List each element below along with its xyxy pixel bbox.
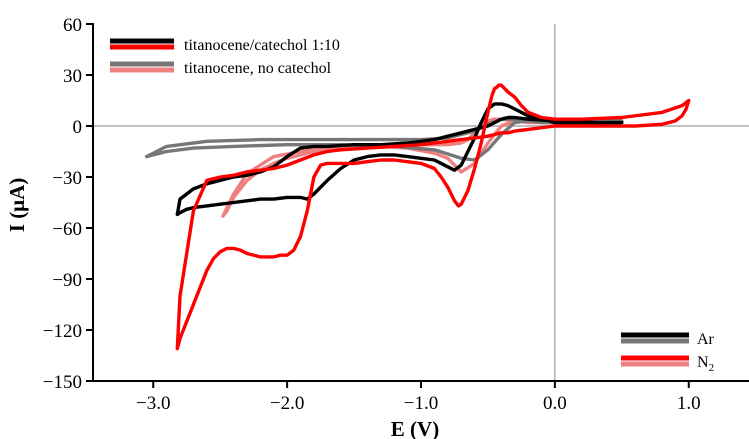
legend-swatch-top-1 [110,38,174,50]
x-tick-label: −3.0 [136,393,170,414]
series-layer [144,83,691,351]
legend-top: titanocene/catechol 1:10 titanocene, no c… [110,37,340,77]
ticks-layer: −150 −120 −90 −60 −30 0 30 60 −3.0 −2.0 −1.0 0.0 1.0 [43,15,701,414]
legend-label-top-2: titanocene, no catechol [184,60,332,77]
y-tick-label: −120 [43,321,82,342]
legend-swatch-bottom-1 [621,332,689,344]
y-tick-label: 30 [63,66,82,87]
x-tick-label: −1.0 [404,393,438,414]
y-tick-label: −90 [52,270,82,291]
series-line-3 [175,102,624,217]
legend-label-top-1: titanocene/catechol 1:10 [184,37,340,54]
y-tick-label: −150 [43,372,82,393]
x-tick-label: 0.0 [543,393,567,414]
reference-lines [93,24,749,381]
legend-bottom: Ar N2 [621,331,715,374]
series-line-4 [175,83,691,351]
legend-swatch-top-2 [110,61,174,73]
y-axis-title: I (μA) [5,178,29,232]
y-tick-label: −60 [52,219,82,240]
y-tick-label: 60 [63,15,82,36]
legend-label-bottom-1: Ar [697,331,715,348]
legend-label-bottom-2: N2 [697,354,714,374]
legend-swatch-bottom-2 [621,355,689,367]
y-tick-label: 0 [73,117,83,138]
y-tick-label: −30 [52,168,82,189]
x-tick-label: −2.0 [270,393,304,414]
x-axis-title: E (V) [391,417,439,439]
x-tick-label: 1.0 [677,393,701,414]
